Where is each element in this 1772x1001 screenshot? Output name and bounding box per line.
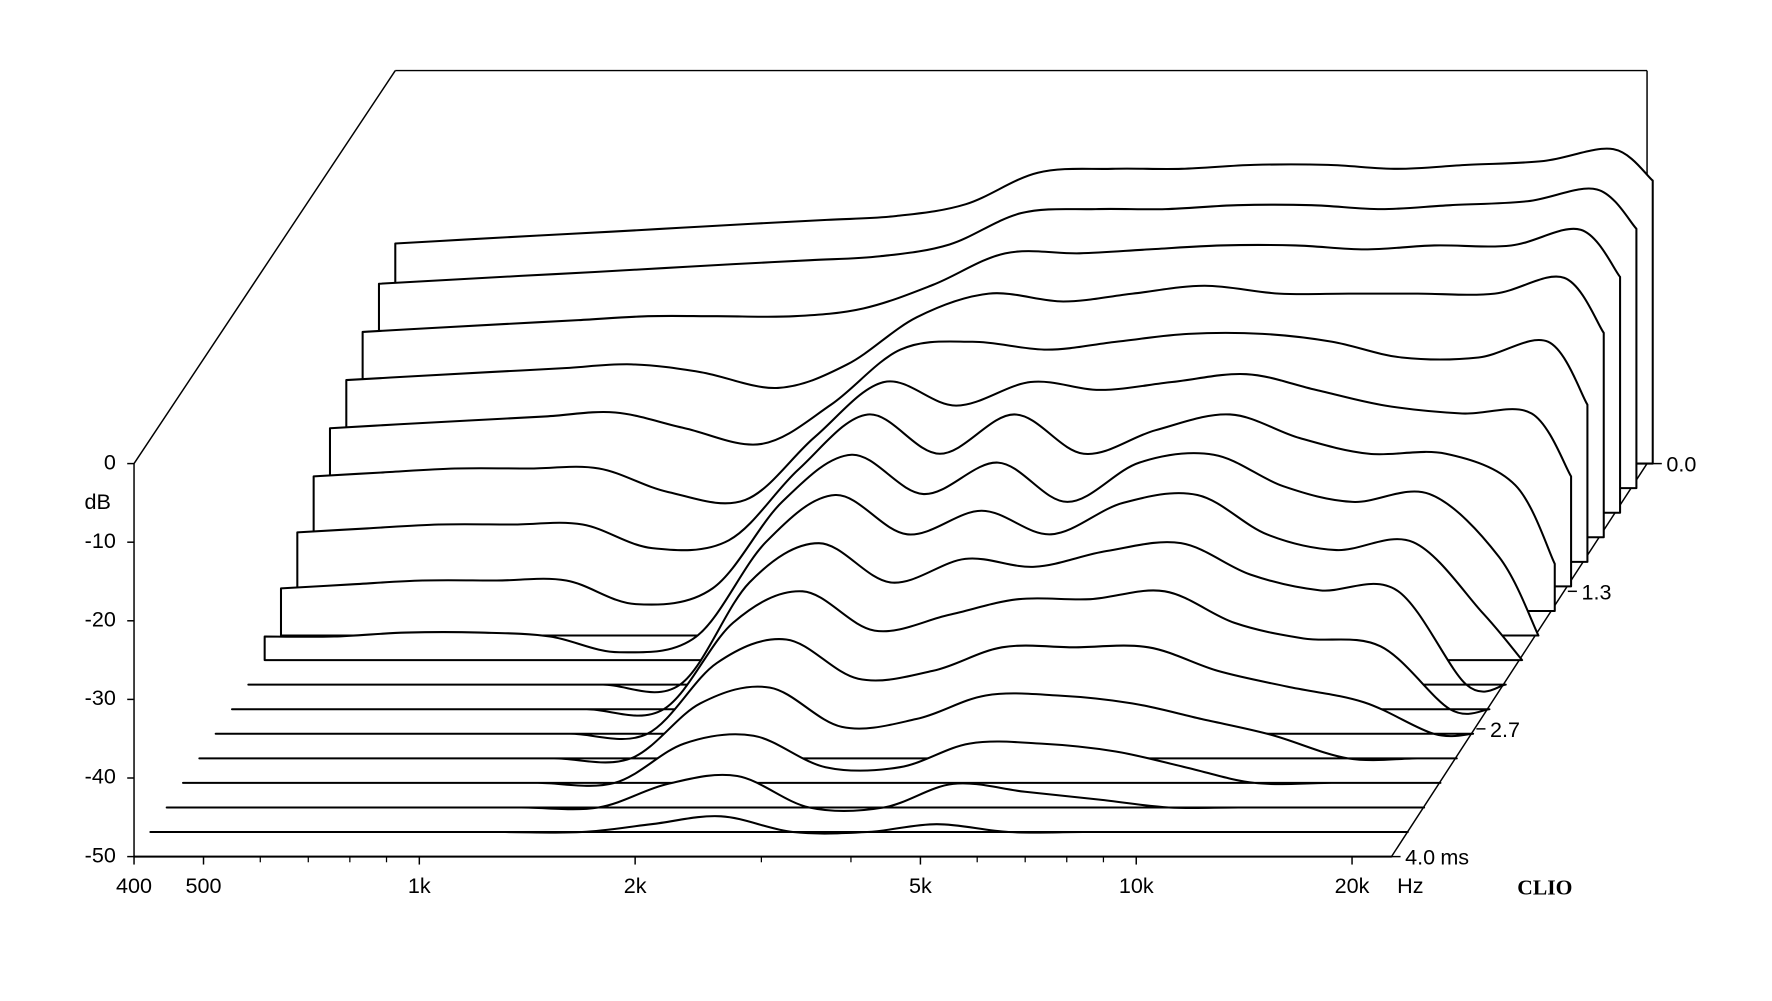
spectrum-slice (198, 685, 1458, 764)
x-tick-label: 1k (408, 873, 431, 898)
z-tick-label: 0.0 (1666, 452, 1696, 477)
y-tick-label: -40 (85, 764, 116, 789)
frame-edge (133, 70, 396, 464)
y-tick-label: -10 (85, 528, 116, 553)
z-tick-label: 2.7 (1490, 717, 1520, 742)
brand: CLIO (1517, 875, 1572, 899)
x-tick-label: 500 (186, 873, 222, 898)
z-tick-label: 4.0 (1405, 845, 1435, 870)
spectrum-slice (181, 733, 1442, 787)
y-unit: dB (84, 489, 110, 514)
x-tick-label: 400 (116, 873, 152, 898)
y-tick-label: 0 (104, 449, 116, 474)
z-unit: ms (1440, 845, 1469, 870)
x-tick-label: 2k (624, 873, 647, 898)
spectrum-slice (149, 815, 1409, 835)
x-tick-label: 20k (1335, 873, 1370, 898)
x-unit: Hz (1397, 873, 1423, 898)
z-tick-label: 1.3 (1581, 579, 1611, 604)
x-tick-label: 5k (909, 873, 932, 898)
y-tick-label: -20 (85, 606, 116, 631)
y-tick-label: -50 (85, 842, 116, 867)
spectrum-slice (165, 773, 1426, 812)
x-tick-label: 10k (1119, 873, 1154, 898)
y-tick-label: -30 (85, 685, 116, 710)
